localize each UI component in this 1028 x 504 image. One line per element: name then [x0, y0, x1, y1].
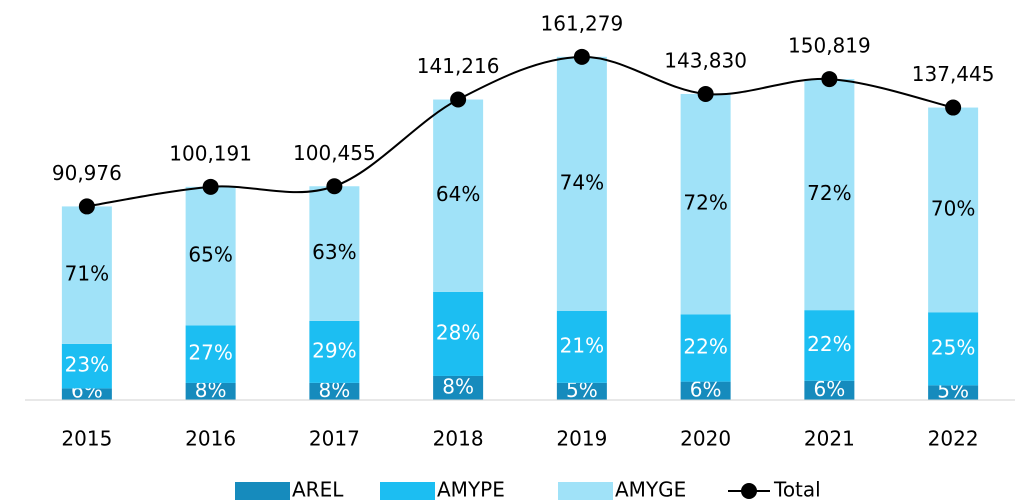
legend-swatch: [235, 482, 290, 500]
total-point: [202, 178, 219, 195]
total-point: [78, 198, 95, 215]
bar-segment: [680, 93, 731, 315]
plot-area: 6%23%71%8%27%65%8%29%63%8%28%64%5%21%74%…: [52, 11, 995, 402]
total-label: 143,830: [664, 48, 747, 72]
data-label: 64%: [436, 182, 480, 206]
data-label: 23%: [65, 353, 109, 377]
bar-segment: [928, 385, 979, 400]
data-label: 29%: [312, 338, 356, 362]
x-tick-label: 2017: [309, 427, 360, 451]
bar-segment: [185, 325, 236, 383]
total-label: 150,819: [788, 34, 871, 58]
data-label: 6%: [814, 377, 846, 401]
legend-swatch: [558, 482, 613, 500]
legend: AREL AMYPE AMYGE Total: [235, 478, 821, 502]
total-point: [573, 48, 590, 65]
bar-segment: [928, 312, 979, 386]
data-label: 72%: [683, 191, 727, 215]
legend-label: AMYGE: [615, 478, 686, 502]
total-label: 90,976: [52, 161, 122, 185]
bar-segment: [433, 99, 484, 292]
legend-label: AMYPE: [437, 478, 505, 502]
data-label: 8%: [442, 374, 474, 398]
x-tick-label: 2022: [928, 427, 979, 451]
bar-segment: [680, 314, 731, 382]
data-label: 65%: [188, 243, 232, 267]
data-label: 70%: [931, 196, 975, 220]
x-tick-label: 2018: [433, 427, 484, 451]
total-label: 141,216: [417, 54, 500, 78]
bar-segment: [185, 382, 236, 400]
bar-segment: [804, 380, 855, 400]
x-tick-label: 2019: [556, 427, 607, 451]
total-label: 137,445: [912, 62, 995, 86]
bar-segment: [185, 186, 236, 326]
bar-segment: [928, 107, 979, 313]
bar-segment: [680, 381, 731, 400]
x-tick-label: 2016: [185, 427, 236, 451]
total-label: 100,191: [169, 141, 252, 165]
bar-segment: [556, 56, 607, 311]
legend-label: Total: [773, 478, 821, 502]
bar-segment: [433, 375, 484, 400]
x-tick-label: 2020: [680, 427, 731, 451]
bar-segment: [804, 79, 855, 311]
data-label: 71%: [65, 262, 109, 286]
bar-segment: [433, 291, 484, 376]
legend-label: AREL: [292, 478, 344, 502]
bar-segment: [556, 310, 607, 383]
data-label: 63%: [312, 240, 356, 264]
x-tick-label: 2015: [61, 427, 112, 451]
total-label: 161,279: [541, 11, 624, 35]
legend-swatch: [380, 482, 435, 500]
data-label: 74%: [560, 170, 604, 194]
data-label: 27%: [188, 341, 232, 365]
data-label: 22%: [683, 334, 727, 358]
bar-segment: [61, 343, 112, 389]
data-label: 22%: [807, 332, 851, 356]
data-label: 25%: [931, 335, 975, 359]
x-tick-label: 2021: [804, 427, 855, 451]
data-label: 72%: [807, 181, 851, 205]
bar-segment: [804, 310, 855, 381]
total-point: [945, 99, 962, 116]
bar-segment: [309, 320, 360, 383]
data-label: 28%: [436, 320, 480, 344]
total-point: [821, 71, 838, 88]
total-point: [450, 91, 467, 108]
bar-segment: [61, 388, 112, 400]
legend-marker: [741, 483, 757, 499]
total-label: 100,455: [293, 141, 376, 165]
bar-segment: [556, 382, 607, 400]
total-point: [326, 178, 343, 195]
bar-segment: [309, 186, 360, 321]
bar-segment: [309, 382, 360, 400]
total-point: [697, 85, 714, 102]
bar-segment: [61, 206, 112, 344]
total-line: [86, 55, 954, 208]
data-label: 21%: [560, 333, 604, 357]
